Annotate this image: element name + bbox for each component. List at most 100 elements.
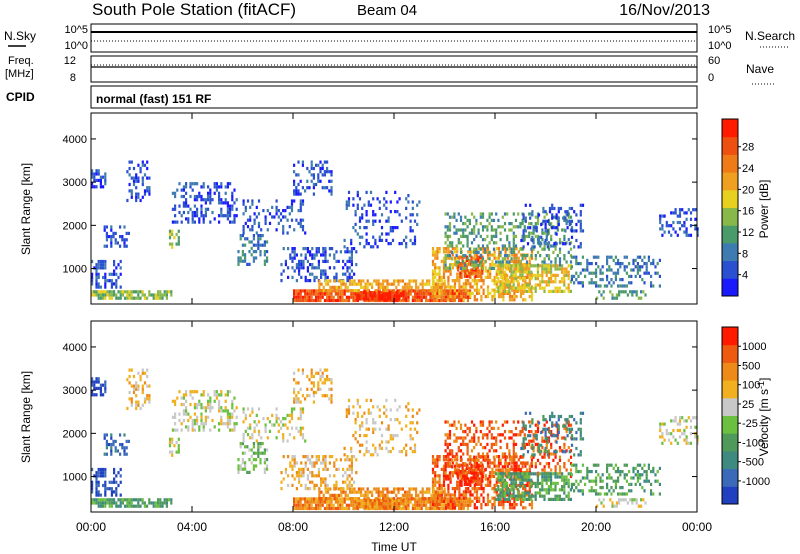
- heatmap-cell: [330, 295, 333, 299]
- heatmap-cell: [481, 228, 485, 232]
- heatmap-cell: [414, 503, 417, 507]
- heatmap-cell: [569, 289, 572, 293]
- heatmap-cell: [202, 390, 205, 394]
- heatmap-cell: [103, 244, 106, 248]
- heatmap-cell: [438, 506, 441, 511]
- heatmap-cell: [567, 250, 570, 254]
- heatmap-cell: [471, 499, 474, 503]
- heatmap-cell: [299, 433, 302, 437]
- nave-label: Nave: [746, 62, 774, 76]
- heatmap-cell: [499, 238, 502, 242]
- heatmap-cell: [95, 380, 98, 384]
- heatmap-cell: [246, 445, 249, 449]
- heatmap-cell: [393, 279, 396, 283]
- heatmap-cell: [525, 234, 529, 238]
- heatmap-cell: [547, 465, 551, 469]
- heatmap-cell: [503, 270, 506, 274]
- heatmap-cell: [491, 295, 494, 299]
- heatmap-cell: [575, 255, 578, 259]
- heatmap-cell: [135, 173, 138, 177]
- heatmap-cell: [543, 423, 546, 427]
- heatmap-cell: [185, 201, 188, 205]
- heatmap-cell: [493, 461, 496, 465]
- heatmap-cell: [146, 368, 149, 372]
- heatmap-cell: [295, 189, 298, 193]
- heatmap-cell: [108, 235, 111, 239]
- heatmap-cell: [93, 172, 96, 176]
- heatmap-cell: [431, 298, 434, 303]
- heatmap-cell: [321, 500, 324, 504]
- heatmap-cell: [295, 506, 298, 511]
- heatmap-cell: [570, 226, 574, 230]
- heatmap-cell: [658, 284, 661, 288]
- heatmap-cell: [121, 498, 124, 502]
- heatmap-cell: [541, 228, 544, 232]
- heatmap-cell: [317, 295, 320, 299]
- heatmap-cell: [95, 266, 98, 270]
- heatmap-cell: [378, 443, 381, 447]
- heatmap-cell: [552, 289, 555, 293]
- heatmap-cell: [304, 503, 307, 507]
- heatmap-cell: [310, 387, 313, 391]
- heatmap-cell: [634, 258, 637, 262]
- heatmap-cell: [530, 247, 533, 251]
- heatmap-cell: [209, 191, 212, 195]
- heatmap-cell: [462, 452, 465, 456]
- heatmap-cell: [185, 191, 188, 195]
- heatmap-cell: [358, 434, 362, 438]
- heatmap-cell: [465, 268, 469, 272]
- heatmap-cell: [566, 213, 569, 217]
- heatmap-cell: [308, 503, 311, 507]
- heatmap-cell: [312, 173, 315, 177]
- heatmap-cell: [480, 295, 483, 299]
- heatmap-cell: [564, 242, 567, 246]
- heatmap-cell: [284, 209, 287, 213]
- heatmap-cell: [497, 253, 501, 257]
- heatmap-cell: [93, 501, 96, 505]
- heatmap-cell: [275, 199, 278, 203]
- heatmap-cell: [407, 194, 410, 198]
- heatmap-cell: [448, 449, 452, 453]
- heatmap-cell: [277, 215, 280, 219]
- heatmap-cell: [376, 292, 379, 296]
- heatmap-cell: [255, 243, 258, 247]
- heatmap-cell: [304, 253, 307, 257]
- heatmap-cell: [332, 506, 335, 511]
- heatmap-cell: [530, 291, 534, 295]
- heatmap-cell: [464, 423, 467, 427]
- heatmap-cell: [333, 256, 336, 260]
- heatmap-cell: [394, 190, 397, 194]
- heatmap-cell: [519, 222, 522, 226]
- heatmap-cell: [478, 288, 481, 292]
- heatmap-cell: [656, 262, 659, 266]
- heatmap-cell: [623, 284, 626, 288]
- heatmap-cell: [489, 499, 492, 503]
- heatmap-cell: [297, 173, 300, 177]
- heatmap-cell: [495, 455, 498, 459]
- heatmap-cell: [235, 422, 238, 426]
- heatmap-cell: [293, 500, 296, 504]
- heatmap-cell: [311, 471, 314, 475]
- heatmap-cell: [473, 231, 476, 235]
- heatmap-cell: [431, 259, 435, 263]
- heatmap-cell: [558, 449, 562, 453]
- heatmap-cell: [363, 411, 366, 415]
- heatmap-cell: [545, 238, 548, 242]
- heatmap-cell: [530, 270, 533, 274]
- heatmap-cell: [438, 250, 441, 254]
- heatmap-cell: [231, 412, 234, 416]
- heatmap-cell: [95, 275, 98, 280]
- heatmap-cell: [115, 293, 118, 297]
- heatmap-cell: [610, 284, 613, 288]
- heatmap-cell: [644, 293, 647, 297]
- heatmap-cell: [266, 250, 269, 254]
- heatmap-cell: [326, 368, 329, 372]
- heatmap-cell: [365, 190, 368, 194]
- heatmap-cell: [218, 220, 221, 224]
- heatmap-cell: [345, 289, 348, 293]
- heatmap-cell: [541, 231, 544, 235]
- heatmap-cell: [341, 292, 344, 296]
- heatmap-cell: [263, 461, 266, 465]
- heatmap-cell: [306, 269, 309, 273]
- heatmap-cell: [423, 289, 426, 293]
